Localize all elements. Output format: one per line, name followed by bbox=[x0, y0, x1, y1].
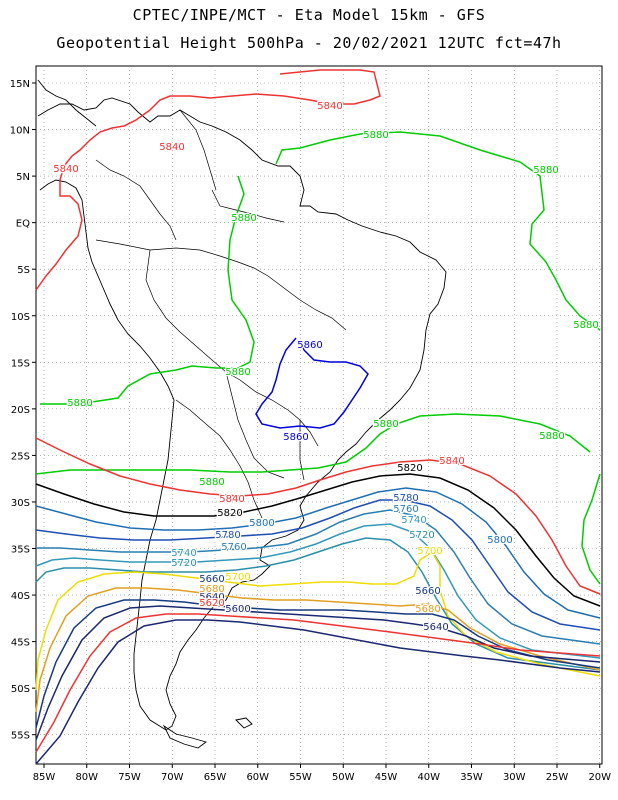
longitude-label: 85W bbox=[33, 772, 56, 783]
contour-5860 bbox=[255, 337, 369, 429]
contour-label-5620: 5620 bbox=[199, 598, 224, 609]
contour-5600 bbox=[35, 619, 601, 765]
latitude-label: 15N bbox=[10, 79, 30, 90]
contour-5780 bbox=[35, 499, 601, 631]
latitude-label: 5S bbox=[17, 265, 30, 276]
contour-label-5680: 5680 bbox=[415, 604, 440, 615]
axis-ticks: 15N 10N 5N EQ 5S 10S 15S 20S 25S 30S 35S 40S 45S 50S 5… bbox=[10, 79, 611, 783]
contour-label-5880: 5880 bbox=[573, 320, 598, 331]
contour-label-5740: 5740 bbox=[401, 515, 426, 526]
latitude-label: 25S bbox=[11, 451, 30, 462]
contour-5740 bbox=[35, 523, 601, 659]
contour-label-5860: 5860 bbox=[283, 432, 308, 443]
longitude-label: 55W bbox=[289, 772, 312, 783]
contour-label-5800: 5800 bbox=[249, 518, 274, 529]
contour-label-5880: 5880 bbox=[225, 367, 250, 378]
central-america-coast bbox=[37, 79, 97, 127]
contour-label-5880: 5880 bbox=[533, 165, 558, 176]
contour-label-5820: 5820 bbox=[397, 463, 422, 474]
falklands bbox=[235, 717, 253, 729]
coastline bbox=[37, 79, 447, 749]
contour-label-5700: 5700 bbox=[225, 572, 250, 583]
latitude-label: 40S bbox=[11, 591, 30, 602]
latitude-label: 10N bbox=[10, 126, 30, 137]
longitude-label: 70W bbox=[161, 772, 184, 783]
longitude-label: 50W bbox=[332, 772, 355, 783]
contour-label-5720: 5720 bbox=[409, 530, 434, 541]
contour-5880 bbox=[275, 131, 601, 331]
longitude-label: 20W bbox=[588, 772, 611, 783]
contour-label-5840: 5840 bbox=[159, 142, 184, 153]
latitude-label: 50S bbox=[11, 684, 30, 695]
contour-label-5780: 5780 bbox=[215, 530, 240, 541]
contour-label-5640: 5640 bbox=[199, 592, 224, 603]
contour-label-5880: 5880 bbox=[67, 398, 92, 409]
longitude-label: 30W bbox=[503, 772, 526, 783]
height-contours bbox=[35, 69, 601, 765]
longitude-label: 35W bbox=[460, 772, 483, 783]
contour-label-5780: 5780 bbox=[393, 493, 418, 504]
contour-5880 bbox=[581, 473, 601, 585]
longitude-label: 65W bbox=[204, 772, 227, 783]
country-borders bbox=[95, 109, 347, 519]
contour-label-5840: 5840 bbox=[53, 164, 78, 175]
contour-5680 bbox=[35, 587, 601, 713]
latitude-label: EQ bbox=[16, 219, 30, 230]
contour-label-5660: 5660 bbox=[415, 586, 440, 597]
contour-label-5880: 5880 bbox=[231, 213, 256, 224]
latitude-label: 20S bbox=[11, 405, 30, 416]
contour-labels: 5840 5840 5840 5880 5880 5880 5880 5880 5880 5880… bbox=[52, 100, 600, 635]
contour-label-5840: 5840 bbox=[317, 101, 342, 112]
south-america-coast bbox=[37, 97, 447, 731]
contour-label-5760: 5760 bbox=[221, 542, 246, 553]
contour-5880 bbox=[40, 175, 255, 405]
contour-5840 bbox=[35, 437, 601, 595]
contour-label-5640: 5640 bbox=[423, 622, 448, 633]
chart-title: CPTEC/INPE/MCT - Eta Model 15km - GFS bbox=[132, 6, 486, 24]
contour-label-5820: 5820 bbox=[217, 508, 242, 519]
longitude-label: 25W bbox=[546, 772, 569, 783]
contour-label-5800: 5800 bbox=[487, 535, 512, 546]
contour-5820 bbox=[35, 473, 601, 607]
contour-5620 bbox=[35, 613, 601, 753]
longitude-label: 60W bbox=[246, 772, 269, 783]
contour-label-5860: 5860 bbox=[297, 340, 322, 351]
contour-5660 bbox=[35, 599, 601, 729]
latitude-label: 45S bbox=[11, 638, 30, 649]
longitude-label: 40W bbox=[417, 772, 440, 783]
longitude-label: 45W bbox=[375, 772, 398, 783]
latitude-label: 5N bbox=[16, 172, 30, 183]
contour-label-5880: 5880 bbox=[539, 431, 564, 442]
latitude-label: 30S bbox=[11, 498, 30, 509]
contour-label-5880: 5880 bbox=[373, 419, 398, 430]
contour-label-5600: 5600 bbox=[225, 604, 250, 615]
latitude-label: 15S bbox=[11, 358, 30, 369]
longitude-label: 80W bbox=[75, 772, 98, 783]
contour-label-5740: 5740 bbox=[171, 548, 196, 559]
contour-5880 bbox=[35, 413, 591, 475]
contour-label-5700: 5700 bbox=[417, 546, 442, 557]
latitude-label: 35S bbox=[11, 545, 30, 556]
contour-5720 bbox=[35, 537, 601, 671]
contour-5760 bbox=[36, 509, 601, 645]
contour-label-5840: 5840 bbox=[219, 494, 244, 505]
latitude-label: 55S bbox=[11, 731, 30, 742]
contour-label-5720: 5720 bbox=[171, 558, 196, 569]
contour-5640 bbox=[35, 605, 601, 741]
contour-5800 bbox=[35, 487, 601, 619]
contour-5700 bbox=[35, 550, 601, 691]
tierra-del-fuego bbox=[162, 724, 207, 749]
latitude-label: 10S bbox=[11, 312, 30, 323]
chart-subtitle: Geopotential Height 500hPa - 20/02/2021 … bbox=[56, 34, 562, 52]
contour-label-5840: 5840 bbox=[439, 456, 464, 467]
contour-label-5880: 5880 bbox=[199, 477, 224, 488]
longitude-label: 75W bbox=[118, 772, 141, 783]
contour-label-5760: 5760 bbox=[393, 504, 418, 515]
contour-5840 bbox=[35, 69, 381, 291]
contour-label-5660: 5660 bbox=[199, 574, 224, 585]
contour-label-5680: 5680 bbox=[199, 584, 224, 595]
contour-label-5880: 5880 bbox=[363, 130, 388, 141]
